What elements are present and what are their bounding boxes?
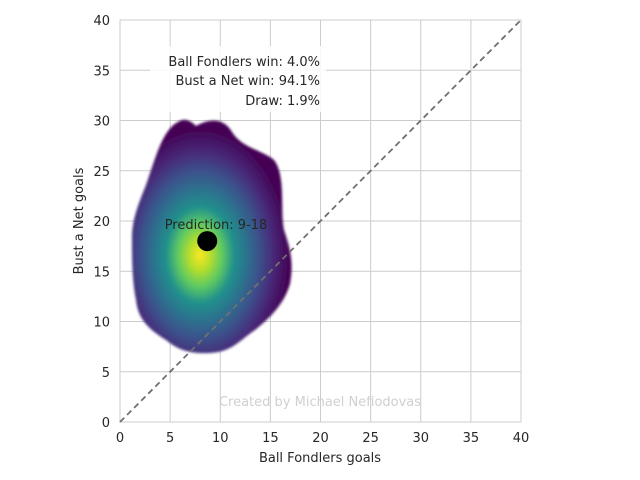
x-tick-label: 40 xyxy=(513,431,530,446)
outcome-box xyxy=(150,46,326,112)
x-tick-label: 30 xyxy=(412,431,429,446)
x-axis-ticks: 0 5 10 15 20 25 30 35 40 xyxy=(116,431,529,446)
x-tick-label: 15 xyxy=(262,431,279,446)
diagonal-reference-line xyxy=(119,19,522,423)
x-tick-label: 5 xyxy=(166,431,174,446)
prediction-point xyxy=(197,231,218,252)
x-tick-label: 10 xyxy=(212,431,229,446)
y-tick-label: 25 xyxy=(93,165,110,180)
y-axis-label: Bust a Net goals xyxy=(72,167,87,274)
y-tick-label: 40 xyxy=(93,14,110,29)
y-axis-ticks: 0 5 10 15 20 25 30 35 40 xyxy=(93,14,110,431)
away-win-probability: Bust a Net win: 94.1% xyxy=(175,74,320,89)
x-tick-label: 20 xyxy=(312,431,329,446)
y-tick-label: 35 xyxy=(93,64,110,79)
x-tick-label: 0 xyxy=(116,431,124,446)
x-tick-label: 25 xyxy=(362,431,379,446)
x-tick-label: 35 xyxy=(463,431,480,446)
y-tick-label: 15 xyxy=(93,265,110,280)
y-tick-label: 0 xyxy=(102,416,110,431)
y-tick-label: 30 xyxy=(93,115,110,130)
prediction-label: Prediction: 9-18 xyxy=(165,218,268,233)
draw-probability: Draw: 1.9% xyxy=(245,94,320,109)
y-tick-label: 5 xyxy=(102,366,110,381)
y-tick-label: 20 xyxy=(93,215,110,230)
watermark: Created by Michael Nefiodovas xyxy=(219,395,421,410)
y-tick-label: 10 xyxy=(93,316,110,331)
x-axis-label: Ball Fondlers goals xyxy=(259,451,381,466)
home-win-probability: Ball Fondlers win: 4.0% xyxy=(168,55,320,70)
